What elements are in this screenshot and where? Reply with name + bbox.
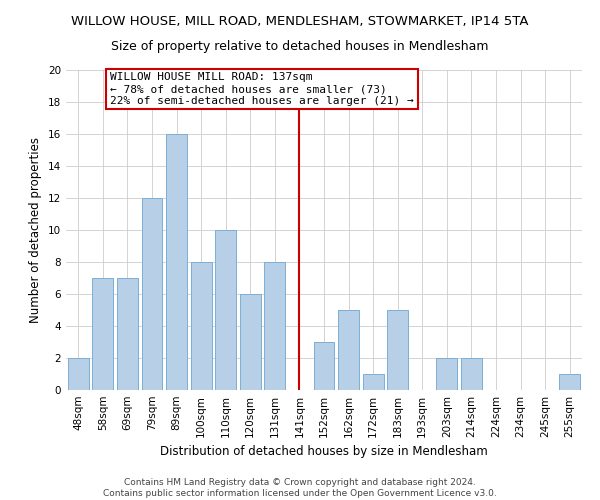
Bar [387,310,408,390]
Bar [240,294,261,390]
Bar [166,134,187,390]
Bar [461,358,482,390]
Bar [559,374,580,390]
Bar [215,230,236,390]
Text: Contains HM Land Registry data © Crown copyright and database right 2024.
Contai: Contains HM Land Registry data © Crown c… [103,478,497,498]
Bar [436,358,457,390]
Text: WILLOW HOUSE MILL ROAD: 137sqm
← 78% of detached houses are smaller (73)
22% of : WILLOW HOUSE MILL ROAD: 137sqm ← 78% of … [110,72,414,106]
Bar [191,262,212,390]
Bar [142,198,163,390]
Y-axis label: Number of detached properties: Number of detached properties [29,137,43,323]
Bar [338,310,359,390]
X-axis label: Distribution of detached houses by size in Mendlesham: Distribution of detached houses by size … [160,446,488,458]
Bar [265,262,286,390]
Bar [92,278,113,390]
Bar [314,342,334,390]
Bar [117,278,138,390]
Bar [68,358,89,390]
Text: Size of property relative to detached houses in Mendlesham: Size of property relative to detached ho… [111,40,489,53]
Text: WILLOW HOUSE, MILL ROAD, MENDLESHAM, STOWMARKET, IP14 5TA: WILLOW HOUSE, MILL ROAD, MENDLESHAM, STO… [71,15,529,28]
Bar [362,374,383,390]
